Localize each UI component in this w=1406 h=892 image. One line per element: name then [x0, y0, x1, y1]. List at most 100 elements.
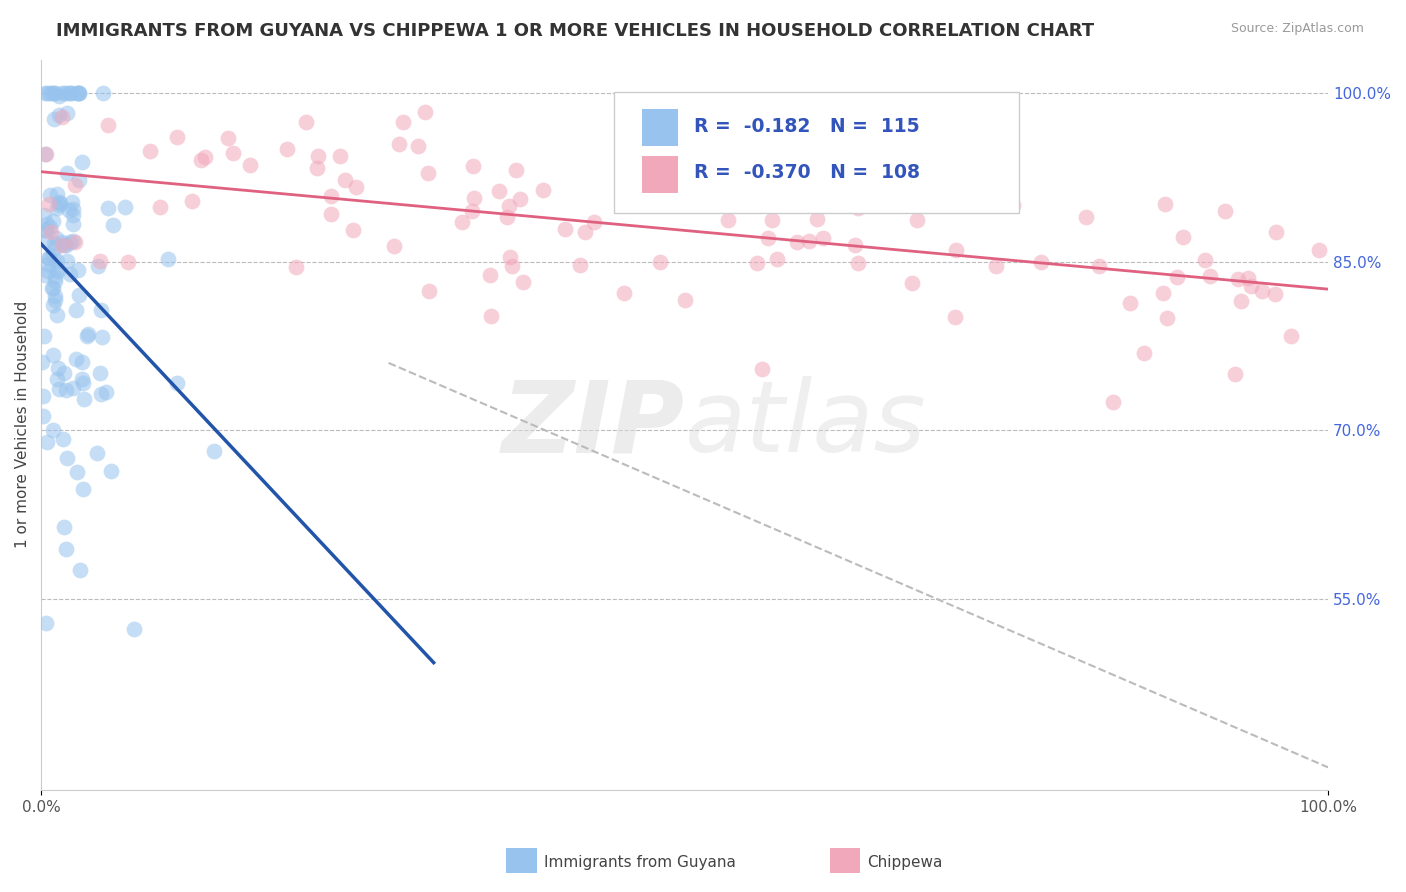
Text: atlas: atlas	[685, 376, 927, 474]
Point	[1088, 259, 1111, 273]
Point	[91, 87, 114, 101]
FancyBboxPatch shape	[643, 156, 678, 193]
Point	[35, 87, 58, 101]
Point	[568, 258, 591, 272]
Point	[69, 563, 91, 577]
Point	[1279, 329, 1302, 343]
Point	[44, 270, 66, 285]
Point	[943, 173, 966, 187]
Point	[31, 355, 53, 369]
Point	[48, 108, 70, 122]
Point	[745, 256, 768, 270]
Text: ZIP: ZIP	[502, 376, 685, 474]
Point	[346, 179, 368, 194]
Point	[59, 87, 82, 101]
Text: IMMIGRANTS FROM GUYANA VS CHIPPEWA 1 OR MORE VEHICLES IN HOUSEHOLD CORRELATION C: IMMIGRANTS FROM GUYANA VS CHIPPEWA 1 OR …	[56, 22, 1094, 40]
Point	[32, 223, 55, 237]
Point	[41, 281, 63, 295]
Point	[157, 252, 180, 266]
Point	[38, 252, 60, 266]
Point	[717, 212, 740, 227]
Point	[574, 225, 596, 239]
Point	[512, 275, 534, 289]
Point	[756, 230, 779, 244]
Point	[498, 199, 520, 213]
Point	[342, 223, 364, 237]
Point	[554, 221, 576, 235]
Point	[488, 184, 510, 198]
Point	[751, 361, 773, 376]
Point	[1223, 367, 1246, 381]
Point	[89, 253, 111, 268]
Point	[1226, 271, 1249, 285]
Point	[190, 153, 212, 167]
Point	[48, 197, 70, 211]
Point	[67, 263, 90, 277]
Point	[321, 189, 343, 203]
Point	[799, 189, 821, 203]
Point	[501, 259, 523, 273]
Point	[51, 110, 73, 124]
Point	[42, 281, 65, 295]
Point	[48, 195, 70, 210]
Point	[408, 139, 430, 153]
Point	[65, 352, 87, 367]
Point	[72, 154, 94, 169]
Point	[217, 131, 239, 145]
Point	[37, 264, 59, 278]
Point	[37, 435, 59, 450]
Point	[59, 267, 82, 281]
Point	[58, 87, 80, 101]
Point	[1119, 295, 1142, 310]
Point	[34, 147, 56, 161]
Point	[39, 87, 62, 101]
Point	[91, 330, 114, 344]
Point	[45, 231, 67, 245]
Point	[66, 466, 89, 480]
Point	[1250, 284, 1272, 298]
Point	[1031, 255, 1053, 269]
Point	[48, 360, 70, 375]
Point	[51, 87, 73, 101]
FancyBboxPatch shape	[614, 93, 1019, 213]
Point	[39, 219, 62, 234]
Point	[957, 171, 980, 186]
Point	[149, 200, 172, 214]
Point	[59, 235, 82, 249]
Point	[329, 149, 352, 163]
Point	[56, 166, 79, 180]
Point	[60, 87, 83, 101]
Point	[806, 212, 828, 227]
Point	[44, 240, 66, 254]
Point	[725, 162, 748, 177]
Point	[181, 194, 204, 209]
Point	[69, 87, 91, 101]
Point	[65, 303, 87, 318]
Text: R =  -0.182   N =  115: R = -0.182 N = 115	[693, 117, 920, 136]
Point	[42, 298, 65, 312]
Point	[984, 259, 1007, 273]
Point	[945, 243, 967, 257]
Point	[48, 196, 70, 211]
Point	[48, 264, 70, 278]
Point	[1166, 269, 1188, 284]
Point	[56, 450, 79, 465]
Point	[451, 214, 474, 228]
Point	[1101, 395, 1123, 409]
Point	[42, 87, 65, 101]
Point	[285, 260, 308, 275]
Text: R =  -0.370   N =  108: R = -0.370 N = 108	[693, 163, 920, 182]
Point	[48, 382, 70, 396]
Point	[58, 202, 80, 217]
Point	[56, 105, 79, 120]
Point	[35, 616, 58, 631]
Point	[42, 112, 65, 126]
Point	[65, 178, 87, 192]
Point	[321, 206, 343, 220]
Point	[531, 183, 554, 197]
Point	[44, 274, 66, 288]
Point	[846, 201, 869, 215]
Point	[583, 215, 606, 229]
Point	[122, 622, 145, 636]
Point	[907, 213, 929, 227]
